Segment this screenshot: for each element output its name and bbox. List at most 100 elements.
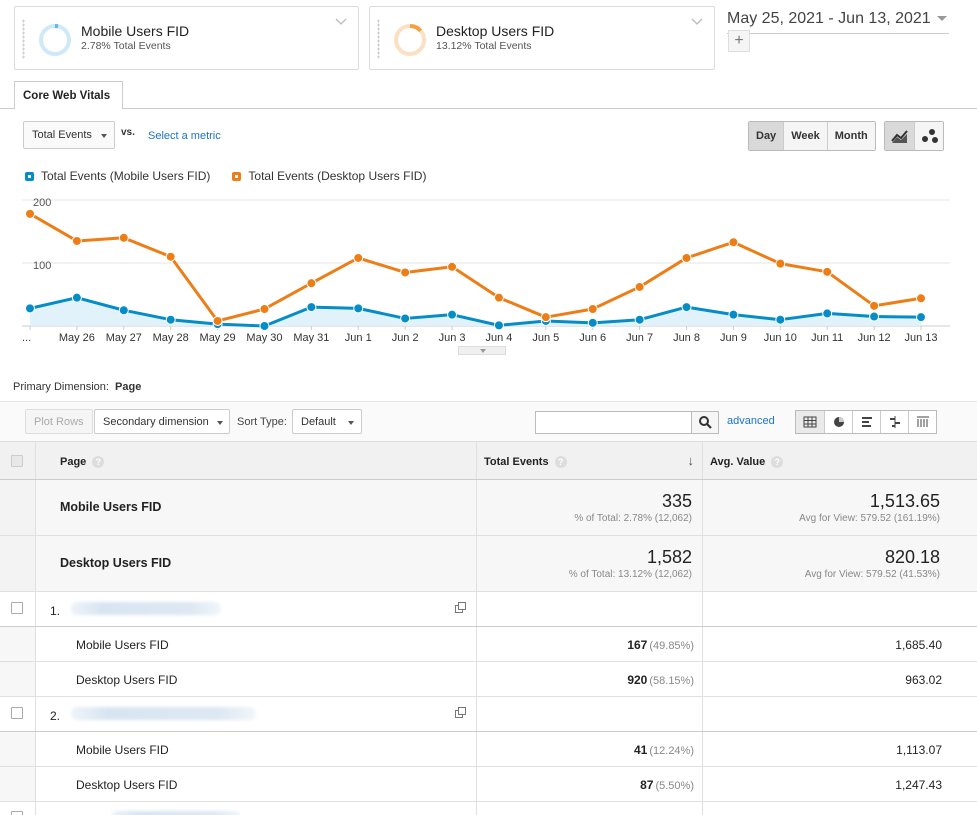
- open-link-icon[interactable]: [455, 707, 466, 718]
- data-point: [587, 317, 598, 328]
- chevron-down-icon[interactable]: [334, 16, 348, 26]
- tab-core-web-vitals[interactable]: Core Web Vitals: [14, 81, 123, 109]
- segment-name: Mobile Users FID: [76, 743, 169, 757]
- segment-name: Desktop Users FID: [76, 673, 178, 687]
- caret-down-icon: [101, 134, 107, 138]
- data-point: [634, 281, 645, 292]
- x-tick-label: Jun 13: [904, 332, 937, 344]
- avg-cell: 1,685.40: [703, 627, 950, 661]
- row-checkbox[interactable]: [11, 811, 23, 815]
- line-chart-svg: 100 200... May 26 May 27 May 28 May 29 May 30 M…: [22, 197, 950, 344]
- segment-cell: Mobile Users FID: [36, 732, 477, 766]
- data-point: [916, 312, 926, 323]
- month-button[interactable]: Month: [826, 122, 875, 150]
- day-button[interactable]: Day: [749, 122, 784, 150]
- help-icon[interactable]: ?: [554, 456, 567, 468]
- redacted-page-path[interactable]: [71, 602, 221, 615]
- segment-card-mobile[interactable]: Mobile Users FID 2.78% Total Events: [14, 6, 359, 70]
- drag-handle-icon[interactable]: [377, 19, 380, 59]
- table-toolbar: Plot Rows Secondary dimension Sort Type:…: [0, 401, 977, 441]
- data-point: [822, 308, 833, 319]
- sort-type-value: Default: [301, 416, 336, 428]
- segment-name: Mobile Users FID: [76, 638, 169, 652]
- performance-view-button[interactable]: [852, 411, 880, 433]
- table-search-input[interactable]: [535, 411, 692, 434]
- open-link-icon[interactable]: [455, 602, 466, 613]
- data-point: [775, 258, 786, 269]
- data-view-button[interactable]: [796, 411, 824, 433]
- data-point: [118, 305, 129, 316]
- row-checkbox[interactable]: [11, 707, 23, 719]
- table-subrow: Mobile Users FID 41 (12.24%) 1,113.07: [0, 732, 977, 767]
- table-view-toggle: [795, 410, 937, 434]
- data-point: [634, 314, 645, 325]
- x-tick-label: Jun 4: [485, 332, 512, 344]
- checkbox-cell: [0, 480, 36, 535]
- redacted-page-path[interactable]: [111, 811, 241, 815]
- date-range-picker[interactable]: May 25, 2021 - Jun 13, 2021: [727, 10, 947, 28]
- segment-subtitle: 2.78% Total Events: [81, 40, 171, 52]
- add-segment-button[interactable]: +: [728, 30, 750, 52]
- secondary-dimension-label: Secondary dimension: [103, 416, 209, 428]
- select-metric-link[interactable]: Select a metric: [148, 130, 221, 142]
- sort-type-select[interactable]: Default: [292, 409, 362, 434]
- segment-card-desktop[interactable]: Desktop Users FID 13.12% Total Events: [369, 6, 715, 70]
- data-point: [822, 266, 833, 277]
- line-chart: 100 200... May 26 May 27 May 28 May 29 May 30 M…: [0, 185, 977, 360]
- redacted-page-path[interactable]: [71, 707, 256, 720]
- motion-chart-button[interactable]: [914, 122, 943, 150]
- metric-select[interactable]: Total Events: [23, 121, 115, 149]
- search-button[interactable]: [691, 411, 719, 434]
- divider: [0, 108, 977, 109]
- events-cell: 335 % of Total: 2.78% (12,062): [477, 480, 703, 535]
- sort-descending-icon: ↓: [687, 453, 695, 468]
- data-point: [259, 303, 270, 314]
- x-tick-label: Jun 8: [673, 332, 700, 344]
- line-chart-button[interactable]: [885, 122, 914, 150]
- primary-dimension: Primary Dimension: Page: [13, 381, 141, 393]
- vs-label: vs.: [121, 127, 135, 138]
- avg-cell: [703, 592, 950, 626]
- primary-dimension-value[interactable]: Page: [115, 381, 142, 393]
- help-icon[interactable]: ?: [771, 456, 784, 468]
- advanced-filter-link[interactable]: advanced: [727, 415, 775, 427]
- avg-value: 1,113.07: [896, 743, 942, 757]
- segment-name-cell: Mobile Users FID: [36, 480, 477, 535]
- y-tick-label: 200: [33, 197, 51, 209]
- pivot-view-button[interactable]: [908, 411, 936, 433]
- row-checkbox[interactable]: [11, 602, 23, 614]
- bubble-chart-icon: [922, 129, 938, 143]
- expand-chart-handle[interactable]: [458, 346, 506, 355]
- events-cell: 167 (49.85%): [477, 627, 703, 661]
- legend-label: Total Events (Mobile Users FID): [41, 169, 211, 183]
- events-total: 335: [661, 491, 692, 511]
- events-cell: [477, 592, 703, 626]
- week-button[interactable]: Week: [783, 122, 827, 150]
- percentage-view-button[interactable]: [824, 411, 852, 433]
- avg-cell: [703, 697, 950, 731]
- series-area-1: [30, 297, 921, 326]
- help-icon[interactable]: ?: [92, 456, 105, 468]
- primary-dimension-label: Primary Dimension:: [13, 381, 109, 393]
- chevron-down-icon[interactable]: [690, 16, 704, 26]
- secondary-dimension-select[interactable]: Secondary dimension: [94, 409, 230, 434]
- drag-handle-icon[interactable]: [22, 19, 25, 59]
- comparison-view-button[interactable]: [880, 411, 908, 433]
- data-point: [118, 232, 129, 243]
- avg-total: 820.18: [884, 547, 940, 567]
- bar-list-icon: [861, 417, 872, 427]
- caret-down-icon: [480, 349, 486, 353]
- plot-rows-button[interactable]: Plot Rows: [25, 409, 93, 434]
- y-tick-label: 100: [33, 260, 51, 272]
- avg-value: 1,685.40: [895, 638, 942, 652]
- page-cell: 1.: [36, 592, 477, 626]
- legend-item-desktop[interactable]: Total Events (Desktop Users FID): [232, 169, 426, 183]
- select-all-checkbox[interactable]: [11, 455, 23, 467]
- caret-down-icon: [348, 421, 354, 425]
- header-total-events[interactable]: Total Events? ↓: [477, 442, 703, 479]
- x-tick-label: May 26: [59, 332, 95, 344]
- data-point: [165, 251, 176, 262]
- header-avg-value[interactable]: Avg. Value?: [703, 442, 950, 479]
- data-point: [353, 303, 364, 314]
- legend-item-mobile[interactable]: Total Events (Mobile Users FID): [25, 169, 210, 183]
